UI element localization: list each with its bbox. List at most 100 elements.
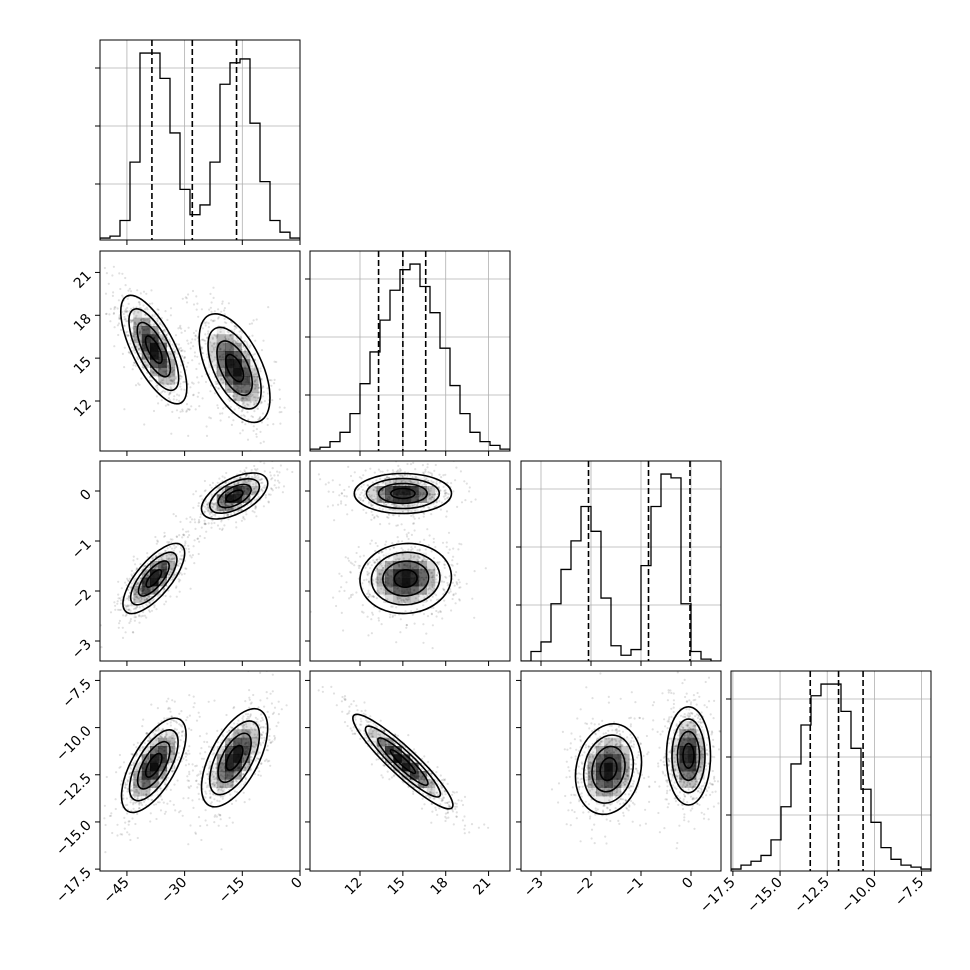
scatter-point xyxy=(123,346,126,349)
scatter-point xyxy=(245,354,248,358)
scatter-point xyxy=(343,494,346,498)
scatter-point xyxy=(173,765,176,768)
scatter-point xyxy=(221,300,224,303)
scatter-point xyxy=(207,326,210,329)
scatter-point xyxy=(133,795,136,799)
scatter-point xyxy=(132,789,135,792)
scatter-point xyxy=(209,354,212,357)
scatter-point xyxy=(154,729,157,733)
scatter-point xyxy=(221,381,224,384)
scatter-point xyxy=(131,793,134,797)
density-cell xyxy=(158,334,167,343)
scatter-point xyxy=(133,616,136,619)
scatter-point xyxy=(196,336,199,339)
scatter-point xyxy=(189,341,193,344)
scatter-point xyxy=(207,522,210,525)
scatter-point xyxy=(237,482,240,485)
scatter-point xyxy=(187,434,190,437)
scatter-points xyxy=(103,265,300,451)
scatter-point xyxy=(157,558,160,562)
scatter-point xyxy=(146,364,149,367)
scatter-point xyxy=(166,360,169,363)
scatter-point xyxy=(167,557,171,560)
scatter-point xyxy=(398,597,401,600)
scatter-point xyxy=(152,325,155,328)
scatter-point xyxy=(391,513,394,516)
scatter-point xyxy=(235,341,238,345)
scatter-point xyxy=(242,517,245,520)
scatter-point xyxy=(204,751,207,754)
scatter-point xyxy=(114,604,117,607)
scatter-point xyxy=(421,559,424,562)
scatter-point xyxy=(240,397,243,401)
scatter-point xyxy=(253,499,256,502)
scatter-point xyxy=(172,347,175,350)
scatter-point xyxy=(364,469,367,472)
scatter-point xyxy=(259,478,262,481)
scatter-point xyxy=(151,557,154,561)
scatter-point xyxy=(213,821,216,824)
scatter-point xyxy=(179,385,182,388)
scatter-point xyxy=(160,379,163,382)
scatter-point xyxy=(117,299,120,302)
scatter-point xyxy=(134,364,137,367)
scatter-point xyxy=(216,334,219,337)
density-cell xyxy=(250,367,259,377)
density-cell xyxy=(166,367,176,377)
scatter-point xyxy=(423,512,426,516)
scatter-point xyxy=(371,513,374,517)
scatter-point xyxy=(253,733,256,736)
panel-frame xyxy=(730,670,932,872)
scatter-point xyxy=(234,779,238,782)
density-cell xyxy=(426,586,436,595)
scatter-point xyxy=(142,565,145,568)
scatter-point xyxy=(204,322,207,325)
scatter-point xyxy=(136,356,139,359)
scatter-point xyxy=(239,432,242,435)
scatter-point xyxy=(163,735,167,739)
scatter-point xyxy=(375,577,378,580)
scatter-point xyxy=(171,380,174,383)
density-cell xyxy=(410,561,419,570)
density-cell xyxy=(166,561,176,570)
scatter-point xyxy=(142,290,146,293)
scatter-point xyxy=(401,474,404,477)
scatter-point xyxy=(139,761,142,764)
scatter-point xyxy=(457,578,460,581)
scatter-point xyxy=(163,743,166,746)
scatter-point xyxy=(149,565,152,568)
scatter-point xyxy=(216,505,219,508)
histogram-step xyxy=(731,683,931,871)
scatter-point xyxy=(203,536,206,540)
scatter-point xyxy=(396,596,399,599)
scatter-point xyxy=(135,591,138,594)
scatter-point xyxy=(223,513,226,516)
scatter-point xyxy=(427,544,430,547)
scatter-point xyxy=(213,333,216,336)
density-cell xyxy=(376,586,386,595)
scatter-point xyxy=(218,508,221,511)
scatter-point xyxy=(169,538,172,541)
scatter-point xyxy=(386,598,389,601)
scatter-point xyxy=(240,414,243,417)
scatter-point xyxy=(398,514,401,518)
scatter-point xyxy=(214,380,217,383)
scatter-point xyxy=(178,712,181,715)
scatter-point xyxy=(436,561,439,564)
scatter-point xyxy=(130,319,133,322)
scatter-point xyxy=(231,784,234,787)
density-cell xyxy=(385,561,394,570)
scatter-point xyxy=(230,503,233,506)
scatter-point xyxy=(178,756,181,759)
scatter-point xyxy=(376,576,379,579)
scatter-point xyxy=(396,597,399,600)
scatter-point xyxy=(128,585,131,589)
scatter-point xyxy=(222,508,225,511)
scatter-point xyxy=(427,506,430,509)
scatter-point xyxy=(228,399,231,403)
scatter-point xyxy=(194,527,197,531)
scatter-point xyxy=(194,334,197,337)
scatter-point xyxy=(224,779,227,782)
scatter-point xyxy=(139,596,142,599)
scatter-point xyxy=(192,545,195,548)
